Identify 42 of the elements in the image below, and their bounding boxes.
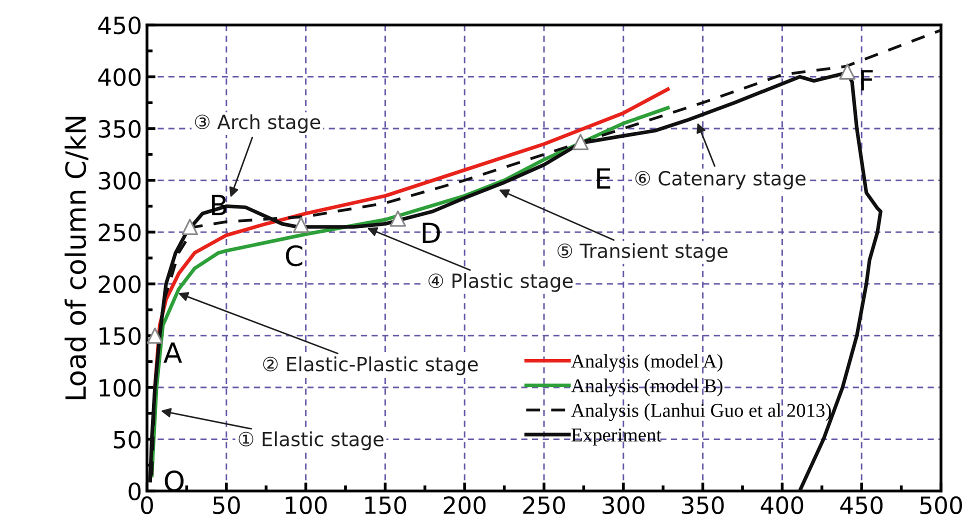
annotation: F bbox=[861, 70, 873, 90]
x-tick-label: 500 bbox=[920, 496, 962, 514]
annotation: ④ Plastic stage bbox=[428, 273, 573, 292]
x-tick-label: 50 bbox=[213, 496, 240, 514]
legend-label: Analysis (model B) bbox=[571, 378, 722, 396]
x-tick-label: 400 bbox=[760, 496, 804, 514]
point bbox=[390, 210, 406, 227]
point bbox=[182, 218, 198, 236]
x-tick-label: 150 bbox=[365, 496, 406, 514]
y-tick-label: 200 bbox=[98, 275, 141, 294]
point bbox=[839, 63, 856, 80]
annotation: D bbox=[422, 222, 440, 243]
y-tick-label: 450 bbox=[98, 16, 141, 34]
y-tick-label: 250 bbox=[98, 224, 141, 242]
annotation: C bbox=[286, 245, 302, 266]
y-tick-label: 400 bbox=[98, 68, 141, 86]
annotation: ③ Arch stage bbox=[194, 114, 320, 134]
x-tick-label: 350 bbox=[682, 496, 724, 514]
point bbox=[292, 216, 310, 233]
legend-label: Analysis (model A) bbox=[571, 354, 722, 372]
annotation: ⑥ Catenary stage bbox=[635, 170, 806, 190]
x-tick-label: 200 bbox=[444, 496, 486, 514]
y-tick-label: 50 bbox=[114, 430, 141, 449]
point bbox=[147, 328, 164, 344]
y-tick-label: 350 bbox=[98, 120, 141, 138]
y-tick-label: 0 bbox=[128, 482, 141, 500]
x-tick-label: 450 bbox=[840, 496, 883, 514]
x-tick-label: 100 bbox=[286, 496, 327, 514]
x-tick-label: 300 bbox=[602, 496, 644, 514]
annotation: ⑤ Transient stage bbox=[558, 243, 728, 262]
legend-label: Analysis (Lanhui Guo et al 2013) bbox=[571, 403, 831, 421]
x-tick-label: 0 bbox=[141, 496, 153, 514]
y-tick-label: 100 bbox=[100, 378, 141, 397]
legend-label: Experiment bbox=[571, 428, 662, 446]
y-tick-label: 300 bbox=[98, 172, 141, 190]
y-tick-label: 150 bbox=[100, 327, 141, 345]
annotation: ② Elastic-Plastic stage bbox=[263, 356, 478, 376]
annotation: A bbox=[163, 342, 182, 363]
x-tick-label: 250 bbox=[523, 496, 565, 514]
annotation: ① Elastic stage bbox=[238, 431, 384, 450]
y-axis-title: Load of column C/kN bbox=[64, 116, 88, 400]
point bbox=[572, 134, 589, 150]
